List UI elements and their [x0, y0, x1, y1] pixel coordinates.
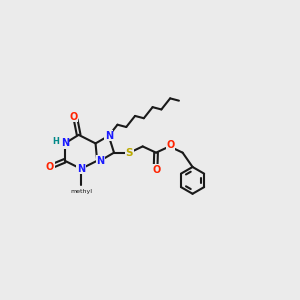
Text: N: N — [96, 156, 104, 166]
Text: O: O — [46, 162, 54, 172]
Text: O: O — [167, 140, 175, 151]
Text: O: O — [153, 164, 161, 175]
Text: methyl: methyl — [70, 189, 92, 194]
Text: H: H — [52, 137, 59, 146]
Text: N: N — [105, 131, 113, 141]
Text: N: N — [61, 138, 69, 148]
Text: O: O — [69, 112, 77, 122]
Text: S: S — [126, 148, 133, 158]
Text: N: N — [77, 164, 85, 174]
